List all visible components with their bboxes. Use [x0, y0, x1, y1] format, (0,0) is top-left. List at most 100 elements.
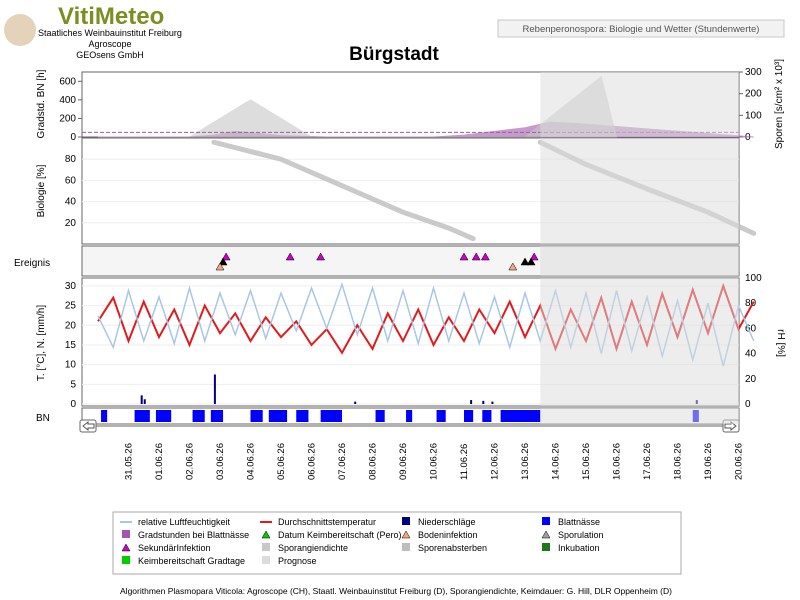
bn-block: [101, 410, 108, 422]
y2-tick-label: 100: [745, 110, 762, 121]
legend-label: Inkubation: [558, 543, 600, 553]
arrow-left-icon: [82, 420, 95, 432]
date-label: 11.06.26: [459, 444, 470, 480]
legend-swatch: [262, 543, 270, 551]
legend-swatch: [402, 517, 410, 525]
y2-tick-label: 200: [745, 89, 762, 100]
event-marker: [215, 262, 225, 271]
legend-swatch: [402, 543, 410, 551]
bn-block: [210, 410, 224, 422]
forecast-shade: [540, 72, 739, 137]
y-tick-label: 30: [65, 281, 77, 292]
date-label: 04.06.26: [246, 443, 257, 480]
legend-swatch: [542, 543, 550, 551]
legend-label: Gradstunden bei Blattnässe: [138, 530, 249, 540]
precip-bar: [140, 395, 143, 404]
date-label: 07.06.26: [337, 443, 348, 480]
date-label: 13.06.26: [520, 443, 531, 480]
legend-label: Keimbereitschaft Gradtage: [138, 556, 245, 566]
model-title: Rebenperonospora: Biologie und Wetter (S…: [523, 24, 760, 35]
date-label: 16.06.26: [612, 443, 623, 480]
legend-label: SekundärInfektion: [138, 543, 211, 553]
y-tick-label: 400: [59, 95, 76, 106]
precip-bar: [213, 374, 216, 404]
event-marker: [221, 252, 231, 261]
y-tick-label: 40: [65, 197, 77, 208]
y2-tick-label: 100: [745, 273, 762, 284]
date-label: 14.06.26: [551, 443, 562, 480]
legend-swatch: [542, 517, 550, 525]
precip-bar: [354, 401, 357, 404]
y-tick-label: 25: [65, 301, 77, 312]
precip-bar: [482, 400, 485, 404]
y2-tick-label: 0: [745, 399, 751, 410]
legend-box: [112, 511, 682, 575]
top-y2label: Sporen [s/cm² x 10³]: [774, 59, 785, 149]
date-label: 12.06.26: [490, 443, 501, 480]
y2-tick-label: 40: [745, 349, 757, 360]
legend-label: Sporangiendichte: [278, 543, 348, 553]
y-tick-label: 80: [65, 154, 77, 165]
y-tick-label: 200: [59, 113, 76, 124]
forecast-shade: [540, 278, 739, 406]
y-tick-label: 10: [65, 360, 77, 371]
y2-tick-label: 20: [745, 374, 757, 385]
legend-swatch: [121, 543, 131, 552]
legend-label: Bodeninfektion: [418, 530, 478, 540]
grape-icon: [4, 14, 36, 46]
model-title-box: [497, 19, 785, 38]
precip-bar: [470, 400, 473, 404]
brand-title: VitiMeteo: [58, 3, 164, 30]
y-tick-label: 5: [70, 379, 76, 390]
y-tick-label: 15: [65, 340, 77, 351]
date-label: 17.06.26: [642, 443, 653, 480]
date-label: 31.05.26: [124, 443, 135, 480]
bn-block: [296, 410, 309, 422]
event-marker: [508, 262, 518, 271]
event-marker: [285, 252, 295, 261]
weather-ylabel: T. [°C], N. [mm/h]: [36, 305, 47, 381]
bn-block: [134, 410, 150, 422]
top-ylabel: Gradstd. BN [h]: [36, 69, 47, 138]
event-marker: [218, 257, 228, 266]
date-label: 19.06.26: [703, 443, 714, 480]
legend-label: Niederschläge: [418, 517, 476, 527]
brand-logo: [4, 14, 36, 46]
legend-label: Durchschnittstemperatur: [278, 517, 376, 527]
legend-swatch: [261, 530, 271, 539]
date-label: 18.06.26: [673, 443, 684, 480]
date-label: 02.06.26: [185, 443, 196, 480]
date-label: 03.06.26: [215, 443, 226, 480]
event-marker: [526, 257, 536, 266]
legend-swatch: [122, 530, 130, 538]
bn-block: [250, 410, 263, 422]
bn-label: BN: [36, 413, 50, 424]
events-label: Ereignis: [14, 258, 50, 269]
legend-swatch: [122, 556, 130, 564]
bn-block: [268, 410, 288, 422]
event-marker: [471, 252, 481, 261]
y-tick-label: 60: [65, 175, 77, 186]
brand-line: Staatliches Weinbauinstitut Freiburg: [38, 28, 182, 38]
y-tick-label: 0: [70, 399, 76, 410]
bn-block: [464, 410, 474, 422]
y-tick-label: 0: [70, 132, 76, 143]
legend-swatch: [401, 530, 411, 539]
legend-label: Sporenabsterben: [418, 543, 487, 553]
legend-label: relative Luftfeuchtigkeit: [138, 517, 231, 527]
bn-block: [500, 410, 541, 422]
credits: Algorithmen Plasmopara Viticola: Agrosco…: [120, 586, 672, 596]
legend-label: Datum Keimbereitschaft (Pero): [278, 530, 402, 540]
date-label: 20.06.26: [734, 443, 745, 480]
event-marker: [520, 257, 530, 266]
y-tick-label: 600: [59, 76, 76, 87]
weather-y2label: rH [%]: [775, 329, 786, 357]
y-tick-label: 20: [65, 320, 77, 331]
legend-swatch: [262, 556, 270, 564]
event-marker: [529, 252, 539, 261]
bn-block: [375, 410, 385, 422]
scroll-left-button[interactable]: [79, 419, 97, 433]
y2-tick-label: 80: [745, 298, 757, 309]
event-marker: [480, 252, 490, 261]
